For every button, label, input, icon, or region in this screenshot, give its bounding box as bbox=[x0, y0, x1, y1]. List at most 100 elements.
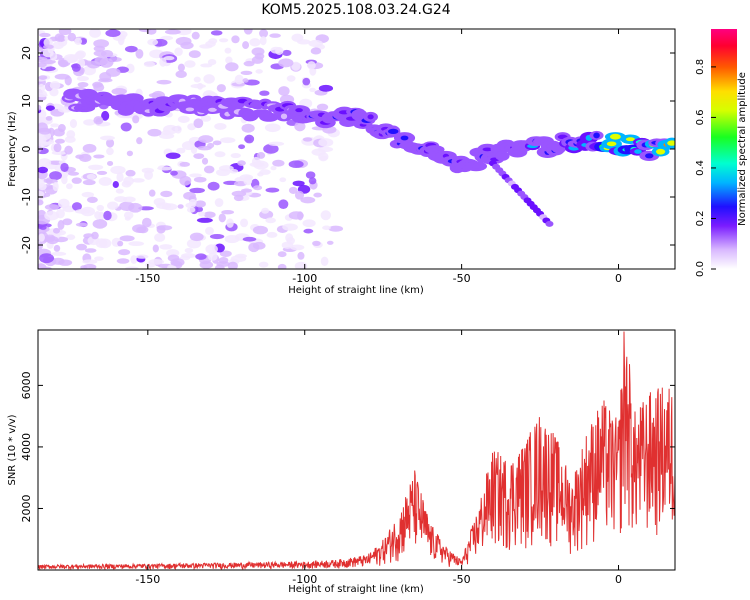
noise-blob bbox=[128, 202, 143, 213]
noise-blob bbox=[138, 29, 152, 33]
snr-ticks: -150 -100 -50 0 2000 4000 6000 bbox=[20, 330, 675, 586]
noise-blob bbox=[310, 47, 322, 55]
noise-blob bbox=[38, 253, 55, 264]
noise-blob bbox=[82, 143, 97, 153]
noise-blob bbox=[84, 248, 97, 253]
noise-blob bbox=[317, 146, 334, 153]
noise-blob bbox=[226, 218, 234, 228]
noise-blob bbox=[144, 170, 154, 180]
noise-blob bbox=[269, 33, 281, 38]
noise-blob bbox=[190, 83, 206, 89]
noise-blob bbox=[319, 155, 328, 161]
noise-blob bbox=[188, 50, 201, 59]
noise-blob bbox=[93, 154, 105, 159]
x-tick-label: -100 bbox=[292, 272, 317, 285]
noise-blob bbox=[225, 62, 239, 72]
noise-blob bbox=[38, 190, 45, 198]
noise-blob bbox=[294, 121, 306, 132]
noise-blob bbox=[200, 115, 212, 122]
snr-frame bbox=[37, 329, 676, 571]
spectrogram-xlabel: Height of straight line (km) bbox=[288, 285, 424, 296]
noise-blob bbox=[263, 143, 279, 154]
noise-blob bbox=[174, 47, 183, 57]
noise-blob bbox=[50, 251, 67, 256]
noise-blob bbox=[115, 188, 124, 194]
noise-blob bbox=[39, 225, 47, 230]
noise-blob bbox=[123, 176, 134, 186]
noise-blob bbox=[177, 115, 190, 124]
noise-blob bbox=[92, 219, 108, 229]
noise-blob bbox=[71, 202, 82, 211]
snr-xlabel: Height of straight line (km) bbox=[288, 584, 424, 595]
noise-blob bbox=[270, 165, 277, 171]
noise-blob bbox=[154, 233, 166, 242]
x-tick-label: -150 bbox=[135, 573, 160, 586]
noise-blob bbox=[100, 50, 114, 58]
noise-blob bbox=[218, 213, 226, 223]
noise-blob bbox=[179, 161, 190, 167]
noise-blob bbox=[148, 259, 165, 265]
noise-blob bbox=[54, 73, 70, 80]
noise-blob bbox=[136, 137, 143, 145]
noise-blob bbox=[207, 142, 215, 149]
noise-blob bbox=[128, 241, 145, 247]
noise-blob bbox=[80, 265, 88, 269]
noise-blob bbox=[252, 185, 263, 191]
noise-blob bbox=[229, 168, 239, 174]
noise-blob bbox=[203, 211, 216, 218]
y-tick-label: 4000 bbox=[20, 433, 33, 461]
noise-blob bbox=[112, 180, 119, 188]
noise-blob bbox=[243, 175, 253, 186]
noise-blob bbox=[156, 225, 166, 234]
ridge-core bbox=[387, 128, 399, 134]
noise-blob bbox=[177, 63, 185, 72]
noise-blob bbox=[159, 132, 175, 140]
noise-blob bbox=[194, 200, 206, 208]
noise-blob bbox=[148, 189, 156, 197]
noise-blob bbox=[266, 231, 278, 238]
noise-blob bbox=[282, 223, 298, 231]
x-tick-label: 0 bbox=[615, 573, 622, 586]
noise-blob bbox=[44, 211, 60, 221]
noise-blob bbox=[219, 250, 232, 257]
noise-blob bbox=[118, 249, 131, 256]
noise-blob bbox=[326, 240, 334, 245]
noise-blob bbox=[86, 196, 98, 203]
noise-blob bbox=[38, 104, 42, 111]
noise-blob bbox=[94, 256, 104, 261]
noise-blob bbox=[208, 38, 218, 44]
noise-blob bbox=[60, 162, 69, 172]
noise-blob bbox=[203, 165, 215, 174]
noise-blob bbox=[67, 32, 77, 42]
colorbar-label: Normalized spectral amplitude bbox=[737, 72, 748, 226]
noise-blob bbox=[184, 247, 194, 254]
y-tick-label: 0 bbox=[20, 146, 33, 153]
noise-blob bbox=[148, 92, 162, 98]
noise-blob bbox=[107, 201, 119, 210]
noise-blob bbox=[42, 48, 54, 58]
noise-blob bbox=[132, 115, 140, 124]
noise-blob bbox=[39, 32, 51, 38]
noise-blob bbox=[248, 242, 260, 253]
noise-blob bbox=[64, 136, 76, 143]
noise-blob bbox=[165, 152, 181, 159]
colorbar-ticks: 0.0 0.2 0.4 0.6 0.8 bbox=[695, 59, 716, 277]
y-tick-label: 6000 bbox=[20, 371, 33, 399]
noise-blob bbox=[207, 59, 217, 66]
noise-blob bbox=[175, 70, 187, 79]
noise-blob bbox=[106, 138, 115, 148]
noise-blob bbox=[261, 207, 270, 214]
ridge-core bbox=[471, 163, 481, 169]
ridge-core bbox=[609, 133, 621, 140]
y-tick-label: -10 bbox=[20, 188, 33, 206]
colorbar-tick-label: 0.0 bbox=[695, 261, 706, 277]
ridge-core bbox=[355, 112, 363, 118]
noise-blob bbox=[52, 41, 64, 50]
noise-blob bbox=[106, 147, 114, 156]
noise-blob bbox=[184, 60, 196, 68]
noise-blob bbox=[278, 86, 290, 96]
noise-blob bbox=[200, 63, 213, 68]
noise-blob bbox=[195, 253, 207, 260]
noise-blob bbox=[188, 198, 197, 206]
